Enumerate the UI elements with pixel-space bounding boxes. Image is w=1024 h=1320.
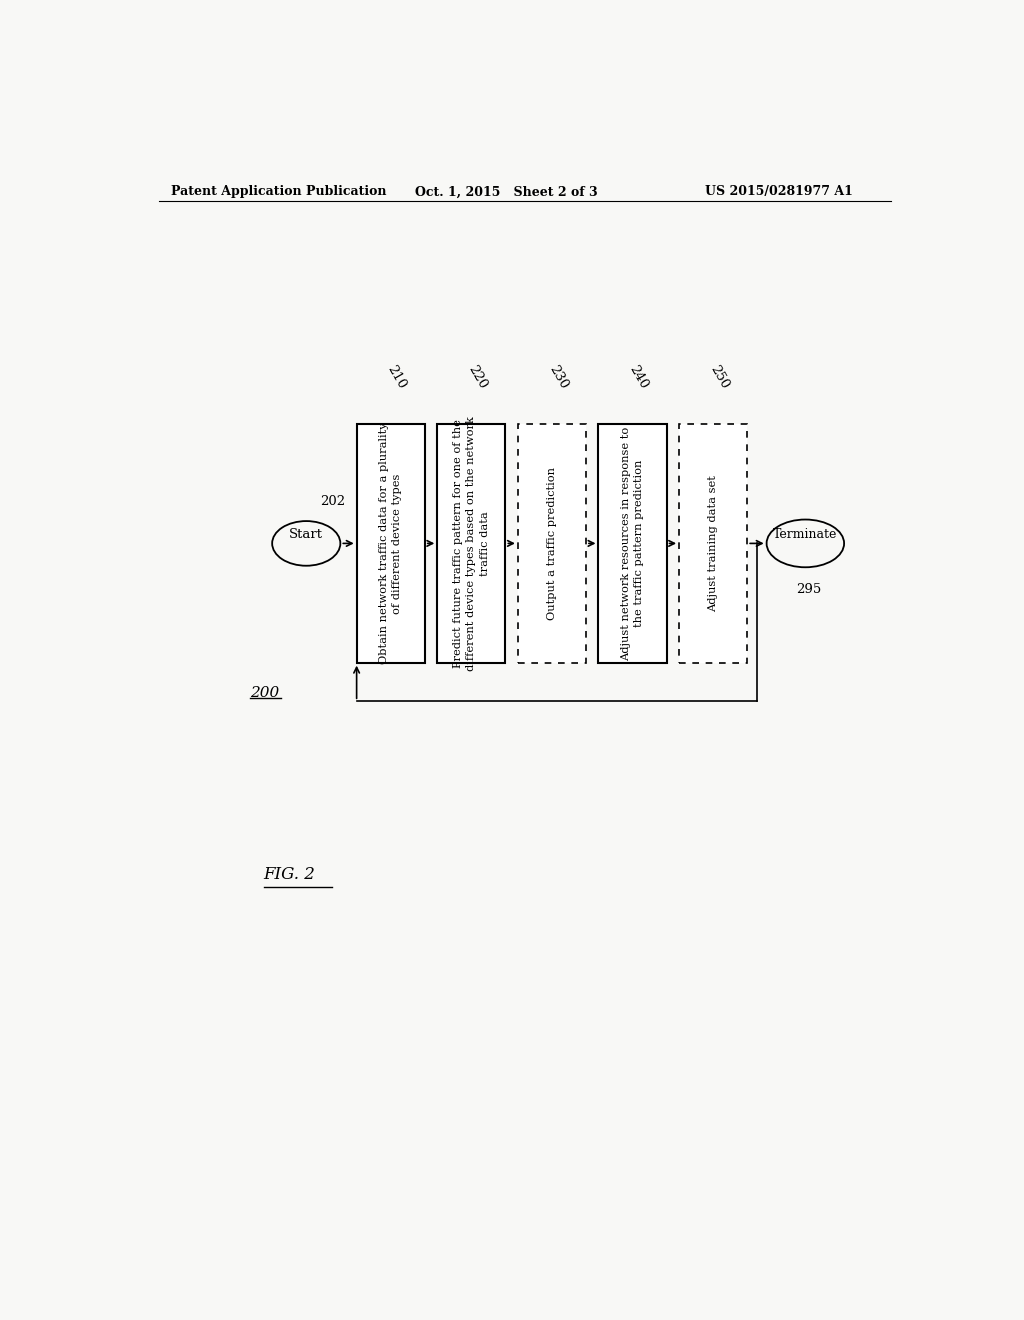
Text: 230: 230 (546, 363, 570, 392)
Text: 250: 250 (708, 363, 731, 392)
Text: FIG. 2: FIG. 2 (263, 866, 315, 883)
Bar (356, 424, 425, 663)
Text: Patent Application Publication: Patent Application Publication (171, 185, 386, 198)
Bar (518, 424, 586, 663)
Ellipse shape (272, 521, 340, 566)
Bar (679, 424, 748, 663)
Text: 210: 210 (385, 363, 409, 392)
Bar (437, 424, 506, 663)
Text: 220: 220 (466, 363, 489, 392)
Text: Output a traffic prediction: Output a traffic prediction (547, 467, 557, 620)
Ellipse shape (767, 520, 844, 568)
Text: Predict future traffic pattern for one of the
different device types based on th: Predict future traffic pattern for one o… (454, 416, 489, 671)
Text: Oct. 1, 2015   Sheet 2 of 3: Oct. 1, 2015 Sheet 2 of 3 (415, 185, 597, 198)
Text: 200: 200 (251, 686, 280, 700)
Text: Start: Start (289, 528, 324, 541)
Text: Terminate: Terminate (773, 528, 838, 541)
Text: 202: 202 (321, 495, 345, 508)
Bar (598, 424, 667, 663)
Text: 295: 295 (797, 583, 822, 597)
Text: Obtain network traffic data for a plurality
of different device types: Obtain network traffic data for a plural… (379, 422, 402, 664)
Text: Adjust network resources in response to
the traffic pattern prediction: Adjust network resources in response to … (621, 426, 644, 660)
Text: 240: 240 (627, 363, 650, 392)
Text: Adjust training data set: Adjust training data set (709, 475, 718, 612)
Text: US 2015/0281977 A1: US 2015/0281977 A1 (706, 185, 853, 198)
